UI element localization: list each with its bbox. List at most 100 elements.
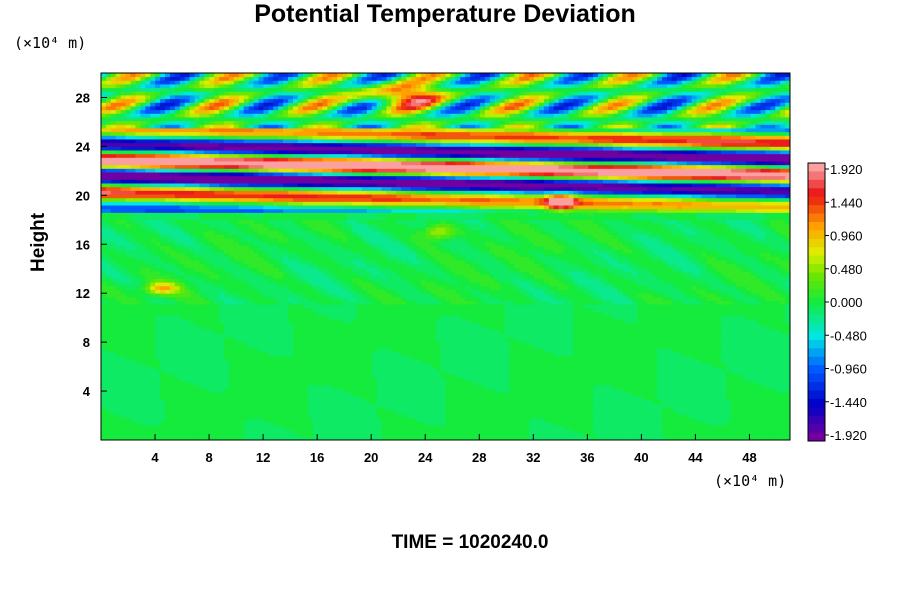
- heatmap-cell: [125, 428, 131, 434]
- heatmap-cell: [465, 414, 471, 419]
- heatmap-cell: [219, 329, 225, 334]
- heatmap-cell: [292, 359, 299, 364]
- heatmap-cell: [740, 421, 747, 426]
- heatmap-cell: [543, 432, 550, 437]
- heatmap-cell: [174, 348, 181, 353]
- heatmap-cell: [169, 377, 176, 382]
- heatmap-cell: [332, 403, 338, 408]
- heatmap-cell: [101, 307, 107, 312]
- heatmap-cell: [342, 381, 348, 386]
- heatmap-cell: [125, 381, 131, 386]
- heatmap-cell: [578, 414, 584, 419]
- heatmap-cell: [110, 428, 117, 434]
- heatmap-cell: [647, 406, 653, 412]
- heatmap-cell: [366, 406, 373, 412]
- heatmap-cell: [716, 370, 722, 375]
- heatmap-cell: [735, 395, 742, 401]
- heatmap-cell: [243, 315, 250, 320]
- heatmap-cell: [602, 373, 609, 379]
- heatmap-cell: [740, 428, 747, 434]
- heatmap-cell: [425, 333, 432, 338]
- heatmap-cell: [617, 432, 624, 437]
- heatmap-cell: [342, 362, 348, 367]
- heatmap-cell: [179, 436, 186, 441]
- heatmap-cell: [755, 425, 761, 430]
- heatmap-cell: [735, 406, 742, 412]
- heatmap-cell: [125, 307, 131, 312]
- heatmap-cell: [288, 329, 294, 334]
- heatmap-cell: [248, 366, 254, 371]
- heatmap-cell: [283, 410, 289, 415]
- heatmap-cell: [243, 337, 250, 342]
- heatmap-cell: [593, 337, 599, 342]
- heatmap-cell: [110, 315, 117, 320]
- heatmap-cell: [445, 355, 451, 360]
- heatmap-cell: [356, 344, 363, 349]
- heatmap-cell: [484, 340, 491, 345]
- heatmap-cell: [706, 399, 712, 404]
- heatmap-cell: [519, 417, 525, 423]
- heatmap-cell: [391, 326, 397, 331]
- heatmap-cell: [233, 322, 240, 327]
- heatmap-cell: [238, 414, 245, 419]
- heatmap-cell: [602, 340, 609, 345]
- heatmap-cell: [770, 436, 776, 441]
- heatmap-cell: [135, 388, 141, 393]
- heatmap-cell: [327, 311, 333, 316]
- heatmap-cell: [160, 307, 166, 312]
- heatmap-cell: [676, 395, 683, 401]
- heatmap-cell: [430, 377, 437, 382]
- heatmap-cell: [785, 410, 791, 415]
- heatmap-cell: [726, 362, 732, 367]
- heatmap-cell: [278, 333, 284, 338]
- heatmap-cell: [701, 392, 707, 397]
- heatmap-cell: [666, 348, 673, 353]
- heatmap-cell: [765, 381, 771, 386]
- heatmap-cell: [716, 384, 722, 390]
- heatmap-cell: [760, 326, 766, 331]
- heatmap-cell: [214, 417, 220, 423]
- heatmap-cell: [785, 414, 791, 419]
- heatmap-cell: [361, 340, 368, 345]
- heatmap-cell: [637, 359, 643, 364]
- heatmap-cell: [135, 344, 141, 349]
- heatmap-cell: [543, 410, 550, 415]
- heatmap-cell: [297, 377, 304, 382]
- heatmap-cell: [484, 432, 491, 437]
- heatmap-cell: [415, 436, 422, 441]
- heatmap-cell: [455, 410, 461, 415]
- heatmap-cell: [602, 421, 609, 426]
- heatmap-cell: [337, 351, 343, 356]
- heatmap-cell: [652, 351, 658, 356]
- heatmap-cell: [450, 344, 456, 349]
- heatmap-cell: [701, 348, 707, 353]
- heatmap-cell: [612, 373, 619, 379]
- heatmap-cell: [302, 326, 309, 331]
- heatmap-cell: [371, 322, 377, 327]
- heatmap-cell: [297, 348, 304, 353]
- heatmap-cell: [583, 399, 589, 404]
- heatmap-cell: [504, 315, 510, 320]
- heatmap-cell: [730, 417, 737, 423]
- heatmap-cell: [125, 436, 131, 441]
- heatmap-cell: [602, 366, 609, 371]
- heatmap-cell: [179, 355, 186, 360]
- heatmap-cell: [583, 403, 589, 408]
- heatmap-cell: [740, 351, 747, 356]
- heatmap-cell: [647, 344, 653, 349]
- heatmap-cell: [775, 414, 781, 419]
- heatmap-cell: [745, 395, 752, 401]
- heatmap-cell: [258, 373, 264, 379]
- heatmap-cell: [637, 333, 643, 338]
- heatmap-cell: [194, 326, 200, 331]
- heatmap-cell: [706, 414, 712, 419]
- heatmap-cell: [726, 329, 732, 334]
- heatmap-cell: [514, 366, 520, 371]
- heatmap-cell: [386, 307, 392, 312]
- heatmap-cell: [440, 326, 446, 331]
- heatmap-cell: [637, 326, 643, 331]
- heatmap-cell: [558, 410, 565, 415]
- heatmap-cell: [755, 370, 761, 375]
- heatmap-cell: [406, 315, 412, 320]
- heatmap-cell: [494, 329, 501, 334]
